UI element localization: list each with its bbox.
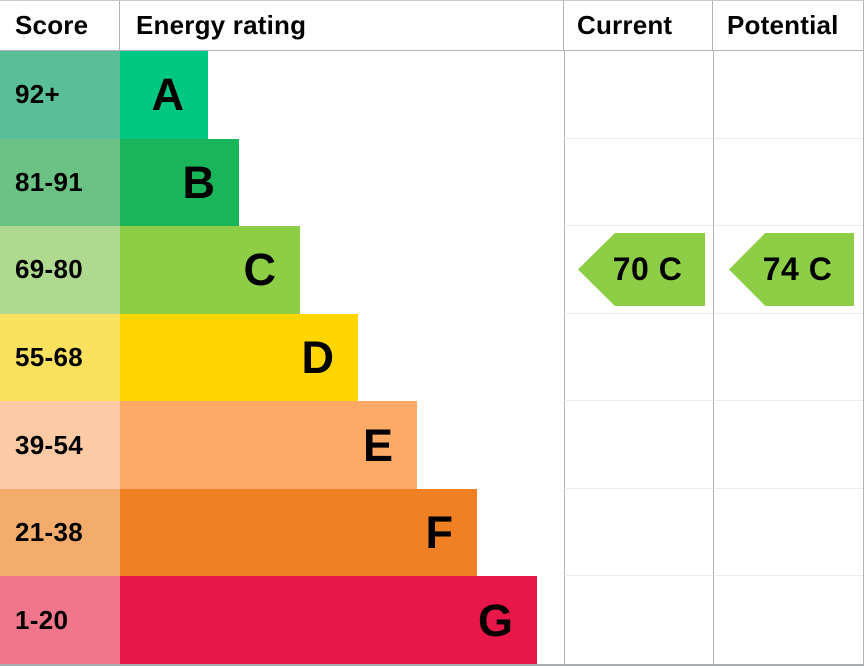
potential-cell-f: [713, 488, 863, 577]
current-rating-arrow: 70 C: [578, 232, 705, 306]
band-letter-d: D: [301, 332, 335, 384]
band-letter-f: F: [425, 507, 454, 559]
current-cell-c: 70 C: [564, 226, 713, 314]
header-energy-rating: Energy rating: [120, 1, 564, 51]
band-letter-g: G: [477, 594, 513, 646]
potential-cell-a: [713, 51, 863, 139]
band-bar-c: C: [120, 226, 300, 314]
potential-cell-c: 74 C: [713, 226, 863, 314]
score-range-e: 39-54: [0, 401, 120, 489]
current-cell-e: [564, 401, 713, 489]
score-range-d: 55-68: [0, 313, 120, 402]
band-letter-e: E: [362, 419, 393, 471]
score-range-a: 92+: [0, 51, 120, 139]
header-potential: Potential: [713, 1, 863, 51]
header-energy-rating-label: Energy rating: [136, 10, 307, 40]
band-bar-e: E: [120, 401, 417, 489]
band-row-f: 21-38 F: [0, 488, 863, 577]
band-letter-a: A: [151, 69, 185, 121]
band-row-e: 39-54 E: [0, 401, 863, 489]
band-bar-g: G: [120, 576, 537, 664]
potential-cell-g: [713, 576, 863, 664]
potential-rating-value: 74 C: [762, 250, 833, 287]
band-row-g: 1-20 G: [0, 576, 863, 664]
band-bar-b: B: [120, 138, 239, 227]
score-range-g: 1-20: [0, 576, 120, 664]
potential-cell-d: [713, 313, 863, 402]
current-cell-f: [564, 488, 713, 577]
band-row-d: 55-68 D: [0, 313, 863, 402]
band-bar-a: A: [120, 51, 208, 139]
potential-cell-e: [713, 401, 863, 489]
band-row-b: 81-91 B: [0, 138, 863, 227]
current-cell-b: [564, 138, 713, 227]
band-letter-b: B: [182, 156, 216, 208]
current-cell-d: [564, 313, 713, 402]
header-potential-label: Potential: [727, 10, 839, 40]
score-range-b: 81-91: [0, 138, 120, 227]
score-range-f: 21-38: [0, 488, 120, 577]
header-current-label: Current: [577, 10, 673, 40]
potential-rating-arrow: 74 C: [729, 232, 854, 306]
band-bar-f: F: [120, 488, 477, 577]
header-row: Score Energy rating Current Potential: [0, 1, 863, 51]
current-cell-g: [564, 576, 713, 664]
score-range-c: 69-80: [0, 226, 120, 314]
header-current: Current: [564, 1, 713, 51]
current-rating-value: 70 C: [612, 250, 683, 287]
band-letter-c: C: [243, 244, 277, 296]
band-row-c: 69-80 C 70 C 74 C: [0, 226, 863, 314]
potential-cell-b: [713, 138, 863, 227]
current-cell-a: [564, 51, 713, 139]
header-score-label: Score: [15, 10, 89, 40]
band-row-a: 92+ A: [0, 51, 863, 139]
band-bar-d: D: [120, 313, 358, 402]
header-score: Score: [0, 1, 120, 51]
